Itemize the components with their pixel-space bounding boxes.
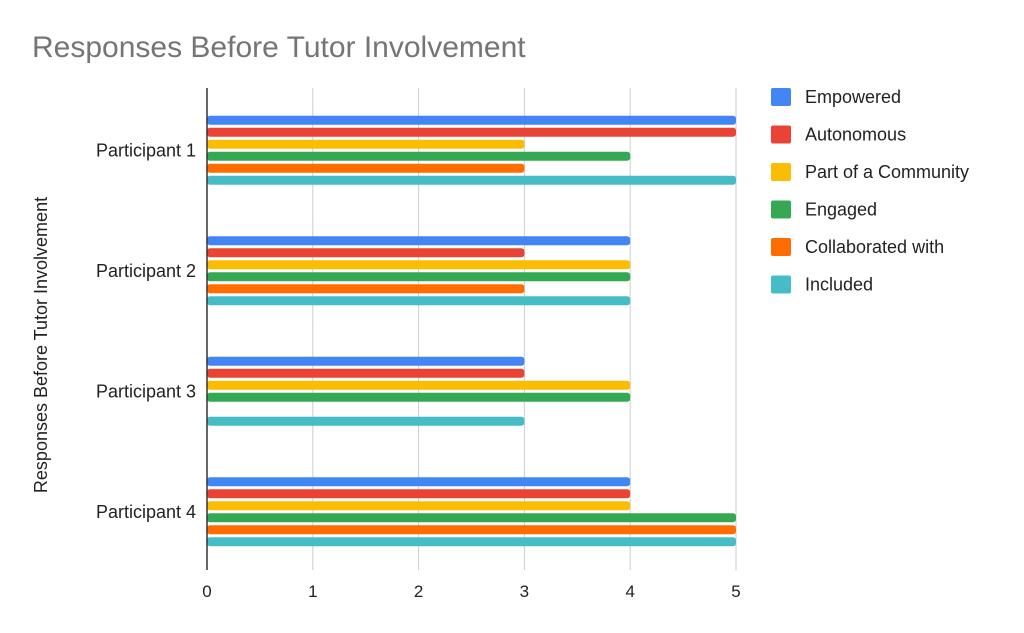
x-tick-label: 1 <box>308 582 317 601</box>
bar <box>207 296 631 306</box>
legend-item: Collaborated with <box>771 237 944 257</box>
bar <box>207 380 631 390</box>
x-tick-labels: 0 1 2 3 4 5 <box>202 582 740 601</box>
bar <box>207 139 525 149</box>
legend-label: Empowered <box>805 87 901 107</box>
bar <box>207 175 736 185</box>
bar <box>207 525 736 535</box>
x-tick-label: 2 <box>414 582 423 601</box>
bar <box>207 236 631 246</box>
legend-label: Autonomous <box>805 125 906 145</box>
category-label: Participant 2 <box>96 261 196 281</box>
legend-swatch <box>771 125 791 144</box>
legend: Empowered Autonomous Part of a Community En… <box>771 87 969 295</box>
bar <box>207 151 631 161</box>
bar <box>207 115 736 125</box>
legend-item: Empowered <box>771 87 901 107</box>
legend-item: Engaged <box>771 200 877 220</box>
bar <box>207 127 736 137</box>
category-labels: Participant 1 Participant 2 Participant 3 P… <box>96 140 196 522</box>
bar <box>207 260 631 270</box>
category-label: Participant 3 <box>96 381 196 401</box>
bar <box>207 356 525 366</box>
chart-title: Responses Before Tutor Involvement <box>32 31 526 64</box>
bar <box>207 416 525 426</box>
bar <box>207 368 525 378</box>
legend-swatch <box>771 163 791 181</box>
legend-swatch <box>771 275 791 294</box>
legend-item: Part of a Community <box>771 162 969 182</box>
x-tick-label: 5 <box>731 582 740 601</box>
x-tick-label: 0 <box>202 582 211 601</box>
legend-label: Engaged <box>805 200 877 220</box>
legend-item: Included <box>771 275 873 295</box>
bar <box>207 248 525 258</box>
bar <box>207 272 631 282</box>
legend-label: Collaborated with <box>805 237 944 257</box>
bar <box>207 537 736 547</box>
legend-label: Included <box>805 275 873 295</box>
bar <box>207 284 525 294</box>
bar <box>207 501 631 511</box>
legend-swatch <box>771 200 791 219</box>
category-label: Participant 1 <box>96 140 196 160</box>
bar <box>207 163 525 173</box>
bar <box>207 513 736 523</box>
bar <box>207 477 631 487</box>
x-tick-label: 4 <box>625 582 634 601</box>
legend-swatch <box>771 88 791 106</box>
bar <box>207 489 631 499</box>
legend-item: Autonomous <box>771 125 906 145</box>
category-label: Participant 4 <box>96 502 196 522</box>
y-axis-title: Responses Before Tutor Involvement <box>31 197 51 493</box>
bar <box>207 392 631 402</box>
x-tick-label: 3 <box>520 582 529 601</box>
legend-swatch <box>771 238 791 256</box>
legend-label: Part of a Community <box>805 162 969 182</box>
bars <box>207 115 736 547</box>
